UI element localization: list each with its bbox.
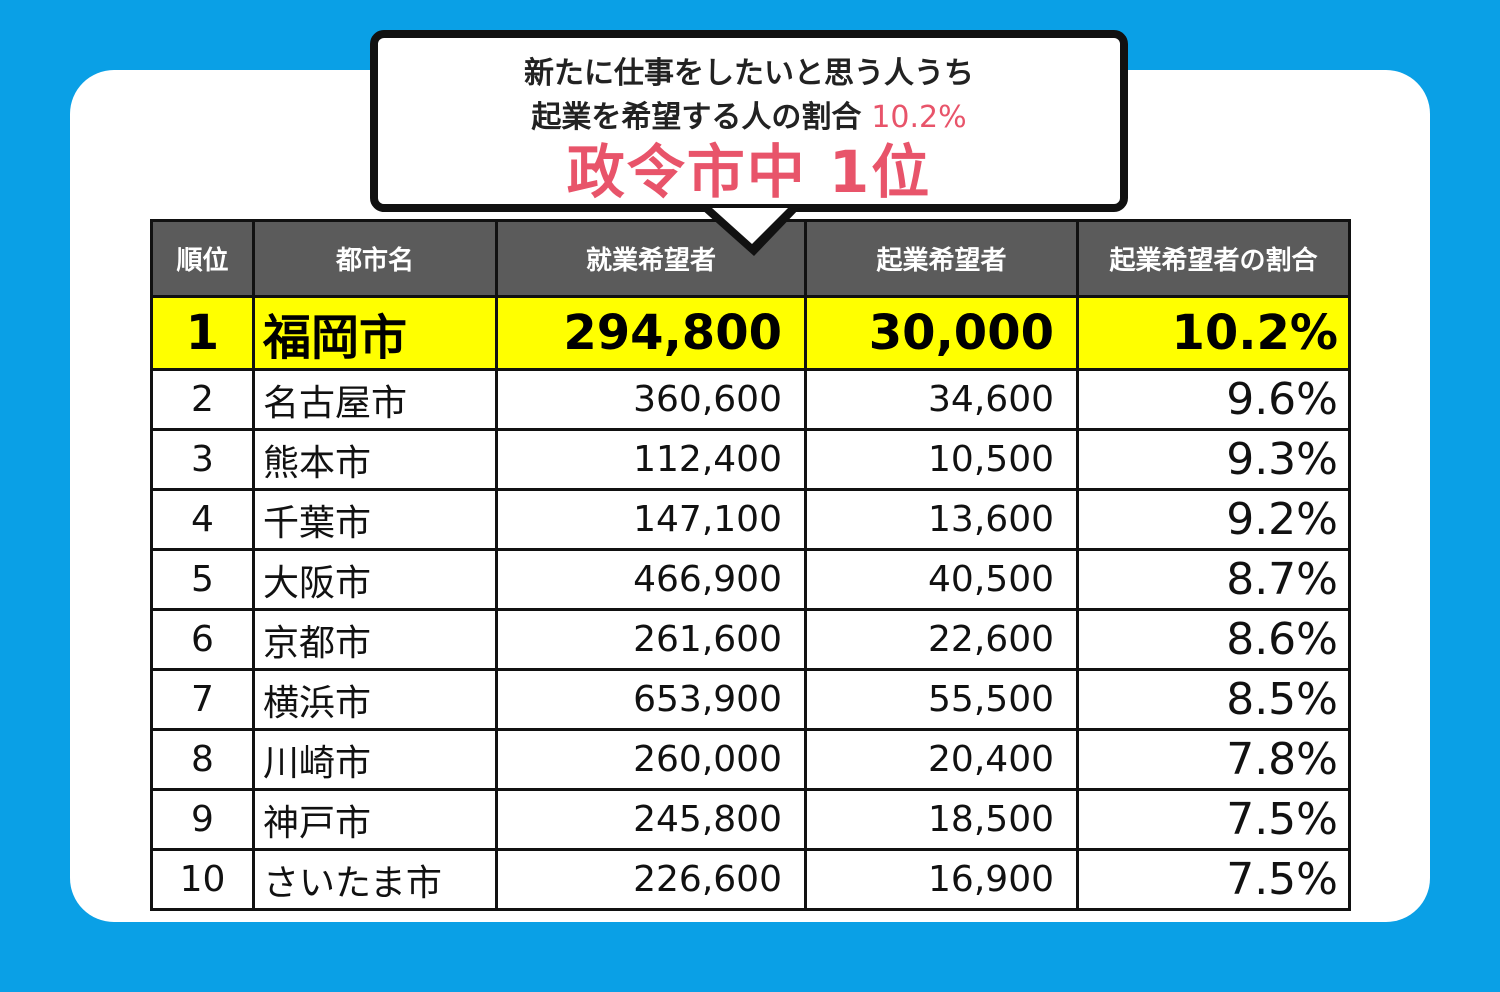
city-cell: 神戸市 bbox=[252, 788, 498, 851]
table-row: 9 神戸市 245,800 18,500 7.5% bbox=[150, 788, 1351, 851]
ratio-cell: 7.8% bbox=[1076, 728, 1351, 791]
header-city: 都市名 bbox=[252, 219, 498, 298]
ratio-cell: 7.5% bbox=[1076, 788, 1351, 851]
city-cell: 名古屋市 bbox=[252, 368, 498, 431]
job-seekers-cell: 466,900 bbox=[495, 548, 807, 611]
rank-cell: 1 bbox=[150, 295, 255, 371]
entrepreneur-seekers-cell: 13,600 bbox=[804, 488, 1079, 551]
table-row: 3 熊本市 112,400 10,500 9.3% bbox=[150, 428, 1351, 491]
ratio-cell: 8.7% bbox=[1076, 548, 1351, 611]
ratio-cell: 10.2% bbox=[1076, 295, 1351, 371]
job-seekers-cell: 226,600 bbox=[495, 848, 807, 911]
rank-cell: 6 bbox=[150, 608, 255, 671]
callout-line-2-value: 10.2% bbox=[871, 100, 967, 135]
table-row: 6 京都市 261,600 22,600 8.6% bbox=[150, 608, 1351, 671]
entrepreneur-seekers-cell: 16,900 bbox=[804, 848, 1079, 911]
entrepreneur-seekers-cell: 34,600 bbox=[804, 368, 1079, 431]
entrepreneur-seekers-cell: 55,500 bbox=[804, 668, 1079, 731]
city-cell: 福岡市 bbox=[252, 295, 498, 371]
job-seekers-cell: 653,900 bbox=[495, 668, 807, 731]
callout-box: 新たに仕事をしたいと思う人うち 起業を希望する人の割合 10.2% 政令市中 1位 bbox=[370, 30, 1128, 212]
city-cell: 熊本市 bbox=[252, 428, 498, 491]
table-row: 4 千葉市 147,100 13,600 9.2% bbox=[150, 488, 1351, 551]
job-seekers-cell: 261,600 bbox=[495, 608, 807, 671]
callout-rank: 政令市中 1位 bbox=[566, 138, 932, 206]
rank-cell: 3 bbox=[150, 428, 255, 491]
callout-pointer bbox=[700, 208, 800, 256]
entrepreneur-seekers-cell: 10,500 bbox=[804, 428, 1079, 491]
rank-cell: 9 bbox=[150, 788, 255, 851]
table-row: 1 福岡市 294,800 30,000 10.2% bbox=[150, 295, 1351, 371]
job-seekers-cell: 260,000 bbox=[495, 728, 807, 791]
callout-line-2: 起業を希望する人の割合 10.2% bbox=[378, 96, 1120, 140]
ratio-cell: 8.6% bbox=[1076, 608, 1351, 671]
header-rank: 順位 bbox=[150, 219, 255, 298]
city-cell: 千葉市 bbox=[252, 488, 498, 551]
city-cell: 川崎市 bbox=[252, 728, 498, 791]
ranking-table: 順位 都市名 就業希望者 起業希望者 起業希望者の割合 1 福岡市 294,800 3… bbox=[150, 219, 1351, 911]
table-row: 2 名古屋市 360,600 34,600 9.6% bbox=[150, 368, 1351, 431]
rank-cell: 4 bbox=[150, 488, 255, 551]
job-seekers-cell: 360,600 bbox=[495, 368, 807, 431]
entrepreneur-seekers-cell: 30,000 bbox=[804, 295, 1079, 371]
rank-cell: 7 bbox=[150, 668, 255, 731]
table-row: 10 さいたま市 226,600 16,900 7.5% bbox=[150, 848, 1351, 911]
table-row: 7 横浜市 653,900 55,500 8.5% bbox=[150, 668, 1351, 731]
rank-cell: 2 bbox=[150, 368, 255, 431]
entrepreneur-seekers-cell: 40,500 bbox=[804, 548, 1079, 611]
rank-cell: 5 bbox=[150, 548, 255, 611]
entrepreneur-seekers-cell: 18,500 bbox=[804, 788, 1079, 851]
rank-cell: 10 bbox=[150, 848, 255, 911]
ratio-cell: 8.5% bbox=[1076, 668, 1351, 731]
ratio-cell: 9.3% bbox=[1076, 428, 1351, 491]
ratio-cell: 9.2% bbox=[1076, 488, 1351, 551]
city-cell: さいたま市 bbox=[252, 848, 498, 911]
job-seekers-cell: 147,100 bbox=[495, 488, 807, 551]
callout-line-1: 新たに仕事をしたいと思う人うち bbox=[524, 56, 974, 91]
entrepreneur-seekers-cell: 22,600 bbox=[804, 608, 1079, 671]
city-cell: 大阪市 bbox=[252, 548, 498, 611]
table-row: 5 大阪市 466,900 40,500 8.7% bbox=[150, 548, 1351, 611]
job-seekers-cell: 245,800 bbox=[495, 788, 807, 851]
job-seekers-cell: 112,400 bbox=[495, 428, 807, 491]
ratio-cell: 9.6% bbox=[1076, 368, 1351, 431]
city-cell: 横浜市 bbox=[252, 668, 498, 731]
ratio-cell: 7.5% bbox=[1076, 848, 1351, 911]
callout-line-2-text: 起業を希望する人の割合 bbox=[531, 100, 862, 135]
header-ratio: 起業希望者の割合 bbox=[1076, 219, 1351, 298]
header-entrepreneur-seekers: 起業希望者 bbox=[804, 219, 1079, 298]
rank-cell: 8 bbox=[150, 728, 255, 791]
entrepreneur-seekers-cell: 20,400 bbox=[804, 728, 1079, 791]
city-cell: 京都市 bbox=[252, 608, 498, 671]
job-seekers-cell: 294,800 bbox=[495, 295, 807, 371]
table-header-row: 順位 都市名 就業希望者 起業希望者 起業希望者の割合 bbox=[150, 219, 1351, 298]
table-row: 8 川崎市 260,000 20,400 7.8% bbox=[150, 728, 1351, 791]
